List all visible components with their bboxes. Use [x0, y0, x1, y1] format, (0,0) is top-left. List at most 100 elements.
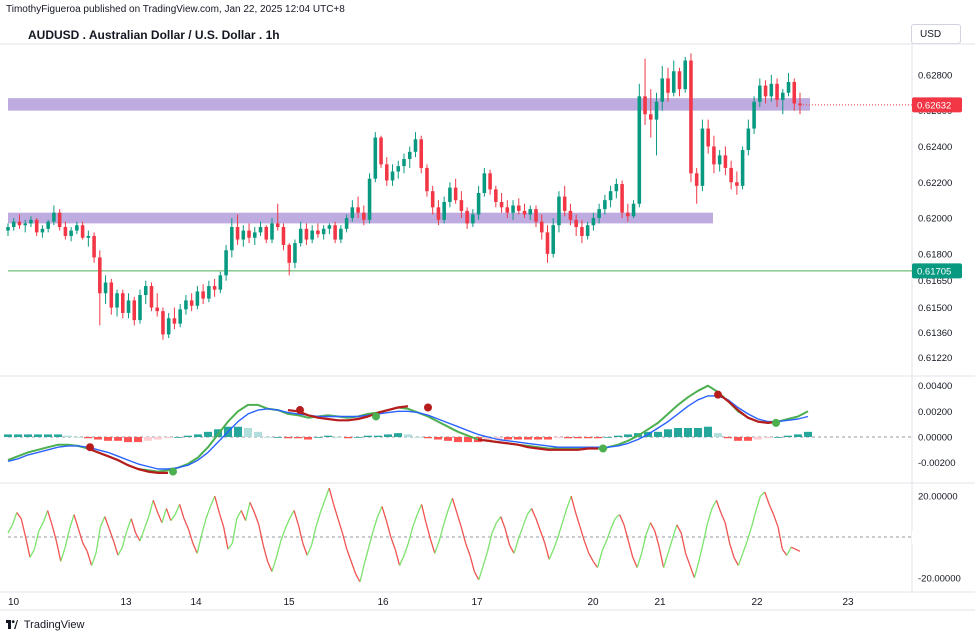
macd-histogram-bar	[364, 435, 372, 437]
osc-segment	[86, 551, 93, 566]
macd-histogram-bar	[344, 436, 352, 439]
macd-histogram-bar	[154, 436, 162, 440]
candle-body	[568, 210, 573, 220]
macd-histogram-bar	[274, 436, 282, 438]
osc-segment	[280, 528, 286, 542]
osc-segment	[209, 495, 216, 507]
candle-body	[270, 223, 274, 240]
osc-segment	[561, 508, 568, 523]
candle-body	[275, 223, 280, 228]
osc-segment	[526, 508, 533, 515]
candle-body	[281, 227, 286, 245]
macd-histogram-bar	[94, 436, 102, 440]
osc-segment	[548, 548, 555, 560]
osc-segment	[359, 563, 366, 583]
osc-segment	[649, 522, 656, 532]
osc-segment	[706, 508, 713, 523]
time-tick-label: 16	[377, 597, 389, 608]
osc-segment	[68, 514, 75, 530]
candle-body	[379, 137, 383, 165]
osc-segment	[535, 518, 542, 532]
osc-segment	[399, 555, 405, 566]
candle-body	[580, 227, 584, 236]
macd-histogram-bar	[4, 434, 12, 437]
candle-body	[11, 221, 16, 228]
macd-histogram-bar	[64, 435, 72, 437]
candle-body	[356, 207, 360, 213]
osc-segment	[772, 514, 779, 528]
osc-segment	[60, 547, 66, 562]
macd-bull-cross-marker	[599, 444, 607, 453]
price-tick-label: 0.62000	[918, 214, 952, 225]
osc-segment	[236, 510, 242, 519]
osc-segment	[596, 551, 603, 568]
macd-histogram-bar	[544, 436, 552, 440]
osc-segment	[759, 491, 766, 497]
candle-body	[287, 244, 291, 263]
symbol-title[interactable]: AUDUSD . Australian Dollar / U.S. Dollar…	[28, 28, 280, 42]
macd-histogram-bar	[184, 435, 192, 437]
candle-body	[362, 212, 366, 220]
candle-body	[385, 164, 389, 181]
osc-segment	[355, 573, 361, 583]
macd-histogram-bar	[704, 426, 712, 437]
candle-body	[591, 218, 596, 226]
osc-segment	[412, 514, 418, 528]
last-price-label-bg	[912, 97, 962, 113]
candle-body	[103, 282, 108, 294]
osc-segment	[55, 540, 62, 562]
candle-body	[436, 207, 441, 220]
macd-histogram-bar	[764, 436, 772, 439]
candle-body	[700, 128, 705, 186]
price-tick-label: 0.61500	[918, 303, 952, 314]
osc-segment	[267, 561, 273, 572]
candle-body	[430, 191, 435, 208]
macd-tick-label: 0.00400	[918, 381, 952, 392]
osc-segment	[451, 498, 458, 513]
osc-segment	[24, 536, 31, 558]
candle-body	[138, 295, 142, 321]
price-tick-label: 0.62800	[918, 70, 952, 81]
macd-histogram-bar	[234, 426, 242, 437]
candle-body	[390, 171, 395, 181]
osc-segment	[715, 500, 722, 513]
macd-histogram-bar	[504, 436, 512, 440]
macd-histogram-bar	[664, 429, 672, 437]
candle-body	[413, 139, 418, 152]
candle-body	[298, 228, 303, 244]
macd-histogram-bar	[424, 436, 432, 439]
tradingview-logo[interactable]: TradingView	[6, 619, 84, 631]
candle-body	[69, 230, 73, 236]
osc-segment	[790, 546, 796, 550]
osc-segment	[601, 540, 607, 552]
osc-segment	[214, 496, 220, 513]
osc-segment	[104, 516, 110, 530]
candle-body	[528, 209, 533, 215]
osc-segment	[434, 540, 440, 554]
candle-body	[17, 221, 22, 226]
candle-body	[407, 151, 412, 159]
osc-segment	[385, 520, 392, 538]
osc-segment	[746, 526, 753, 542]
candle-body	[694, 173, 699, 186]
osc-segment	[271, 557, 278, 572]
osc-segment	[275, 540, 282, 558]
candle-body	[396, 166, 401, 172]
time-tick-label: 13	[120, 597, 132, 608]
osc-tick-label: 20.00000	[918, 492, 958, 503]
osc-segment	[737, 553, 744, 566]
osc-segment	[781, 548, 788, 556]
osc-segment	[148, 500, 154, 517]
osc-segment	[381, 506, 388, 521]
osc-segment	[640, 534, 647, 554]
osc-segment	[297, 524, 304, 544]
candle-body	[143, 286, 148, 296]
candle-body	[316, 230, 320, 235]
time-tick-label: 21	[654, 597, 666, 608]
time-tick-label: 15	[283, 597, 295, 608]
time-tick-label: 22	[751, 597, 763, 608]
osc-segment	[174, 504, 181, 515]
osc-segment	[302, 542, 308, 556]
macd-histogram-bar	[724, 436, 732, 439]
